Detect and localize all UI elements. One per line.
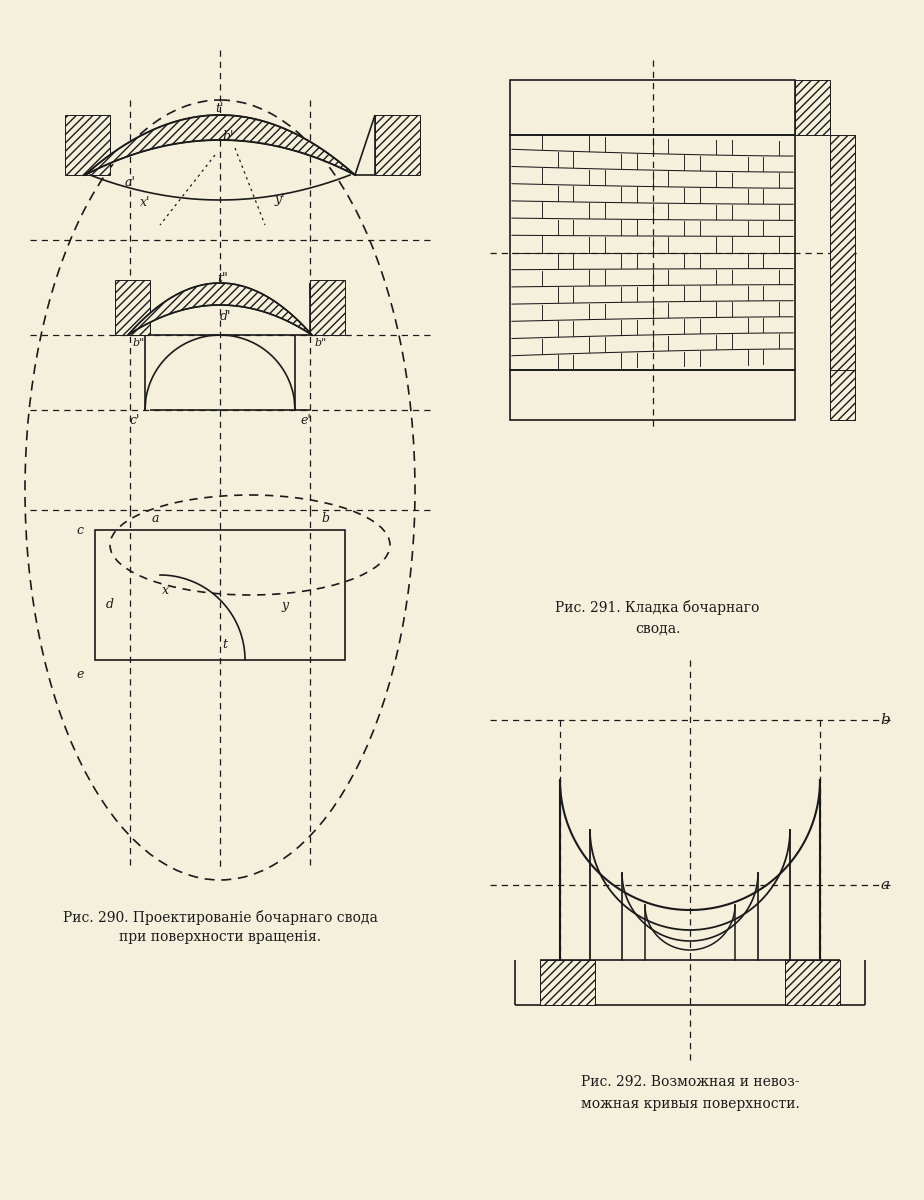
Text: при поверхности вращенія.: при поверхности вращенія. bbox=[119, 930, 321, 944]
Text: Рис. 290. Проектированіе бочарнаго свода: Рис. 290. Проектированіе бочарнаго свода bbox=[63, 910, 377, 925]
Text: e: e bbox=[77, 668, 84, 682]
Bar bbox=[785, 960, 840, 1006]
Text: y: y bbox=[282, 599, 288, 612]
Bar bbox=[540, 960, 595, 1006]
Bar bbox=[830, 134, 855, 404]
Text: x: x bbox=[162, 583, 168, 596]
Text: b: b bbox=[321, 511, 329, 524]
Text: t': t' bbox=[216, 102, 225, 114]
Text: Рис. 292. Возможная и невоз-: Рис. 292. Возможная и невоз- bbox=[580, 1075, 799, 1090]
Text: b': b' bbox=[223, 130, 234, 143]
Text: d: d bbox=[106, 599, 114, 612]
Bar bbox=[510, 134, 795, 370]
Text: c: c bbox=[77, 523, 83, 536]
Text: b": b" bbox=[133, 338, 145, 348]
Polygon shape bbox=[85, 115, 355, 175]
Text: e': e' bbox=[300, 414, 310, 426]
Text: d': d' bbox=[219, 310, 231, 323]
Text: a: a bbox=[152, 511, 159, 524]
Bar bbox=[375, 115, 420, 175]
Bar bbox=[115, 280, 150, 335]
Bar bbox=[310, 280, 345, 335]
Text: c': c' bbox=[129, 414, 140, 426]
Text: свода.: свода. bbox=[635, 622, 680, 636]
Text: t": t" bbox=[218, 271, 228, 284]
Bar bbox=[510, 80, 795, 134]
Text: можная кривыя поверхности.: можная кривыя поверхности. bbox=[580, 1097, 799, 1111]
Bar bbox=[795, 80, 830, 134]
Polygon shape bbox=[128, 283, 312, 335]
Text: Рис. 291. Кладка бочарнаго: Рис. 291. Кладка бочарнаго bbox=[555, 600, 760, 614]
Bar bbox=[510, 370, 795, 420]
Text: t: t bbox=[223, 638, 227, 652]
Bar bbox=[95, 530, 345, 660]
Text: b: b bbox=[880, 713, 890, 727]
Text: y': y' bbox=[274, 193, 286, 206]
Text: a': a' bbox=[125, 176, 136, 190]
Text: b": b" bbox=[315, 338, 327, 348]
Bar bbox=[830, 370, 855, 420]
Text: a: a bbox=[880, 878, 889, 892]
Bar bbox=[65, 115, 110, 175]
Text: x': x' bbox=[140, 196, 151, 209]
